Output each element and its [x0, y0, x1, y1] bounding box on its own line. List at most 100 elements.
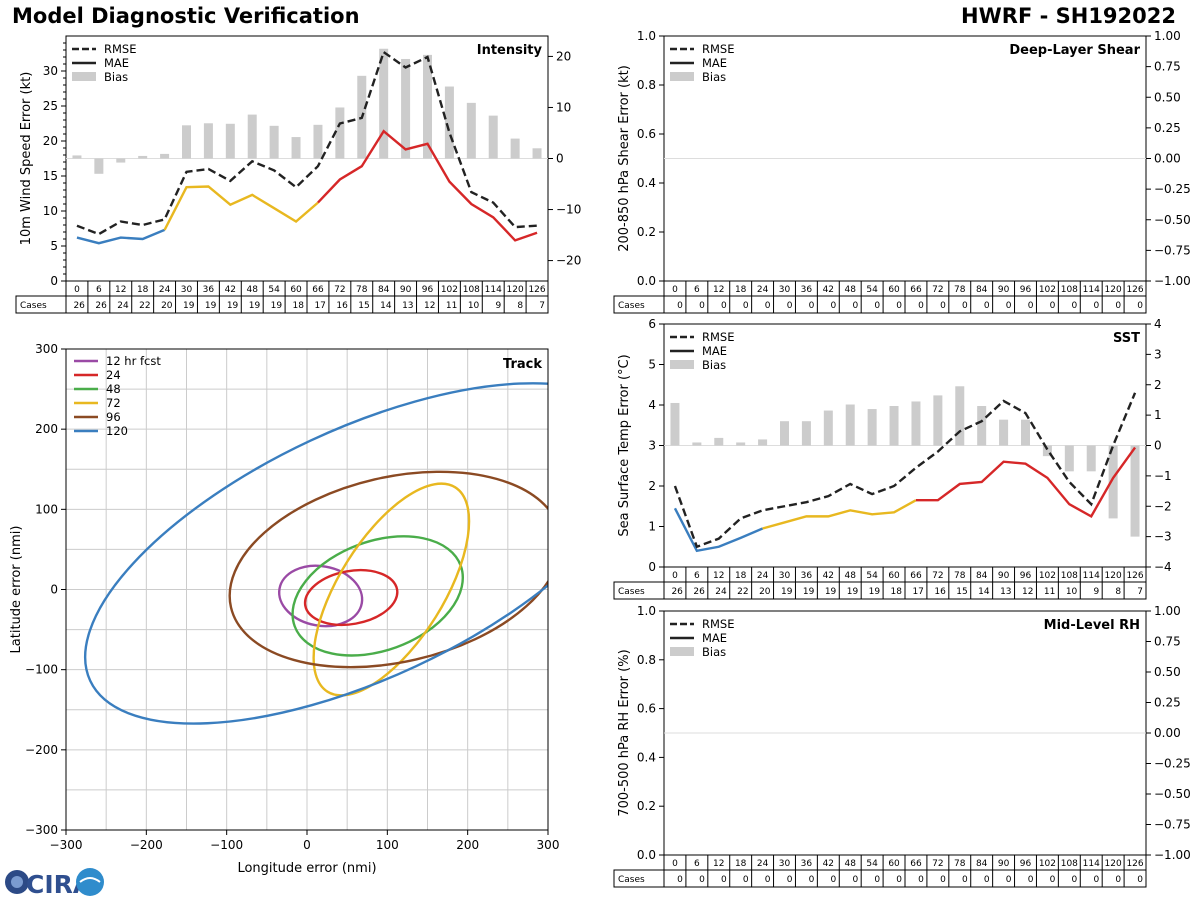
- intensity-bias-bar: [203, 123, 213, 159]
- sst-bias-bar: [780, 421, 789, 446]
- sst-hour-label: 120: [1105, 571, 1122, 581]
- intensity-case-count: 20: [161, 301, 173, 311]
- logo-wave-icon: [79, 877, 101, 883]
- rh-hour-label: 30: [779, 859, 791, 869]
- shear-case-count: 0: [699, 301, 705, 311]
- intensity-case-count: 14: [380, 301, 392, 311]
- shear-ytick-label: 0.2: [637, 225, 656, 239]
- shear-hour-label: 72: [932, 285, 943, 295]
- sst-bias-bar: [1021, 419, 1030, 446]
- intensity-hour-label: 30: [181, 285, 193, 295]
- rh-legend-mae-label: MAE: [702, 631, 727, 645]
- sst-case-count: 13: [1000, 587, 1011, 597]
- shear-case-count: 0: [765, 301, 771, 311]
- sst-y2tick-label: 1: [1154, 408, 1162, 422]
- intensity-bias-bar: [72, 155, 82, 159]
- rh-case-count: 0: [918, 875, 924, 885]
- shear-case-count: 0: [721, 301, 727, 311]
- sst-ytick-label: 0: [648, 560, 656, 574]
- rh-hour-label: 84: [976, 859, 988, 869]
- shear-ytick-label: 0.0: [637, 274, 656, 288]
- rh-hour-label: 18: [735, 859, 747, 869]
- track-ytick-label: 200: [35, 422, 58, 436]
- intensity-legend-mae-label: MAE: [104, 56, 129, 70]
- track-legend-label: 24: [106, 368, 121, 382]
- intensity-mae-line-late: [317, 129, 538, 242]
- intensity-hour-label: 78: [356, 285, 368, 295]
- sst-bias-bar: [1064, 445, 1074, 472]
- shear-case-count: 0: [962, 301, 968, 311]
- sst-legend-bias-label: Bias: [702, 358, 726, 372]
- rh-case-count: 0: [896, 875, 902, 885]
- track-xtick-label: 100: [376, 838, 399, 852]
- rh-ytick-label: 1.0: [637, 604, 656, 618]
- sst-bias-bar: [955, 386, 965, 446]
- shear-hour-label: 114: [1083, 285, 1100, 295]
- intensity-hour-label: 66: [312, 285, 324, 295]
- rh-hour-label: 120: [1105, 859, 1122, 869]
- rh-case-count: 0: [1115, 875, 1121, 885]
- rh-case-count: 0: [852, 875, 858, 885]
- intensity-hour-label: 102: [441, 285, 458, 295]
- track-ellipses-group: [83, 382, 548, 725]
- intensity-bias-bar: [247, 114, 257, 159]
- sst-legend-mae-label: MAE: [702, 344, 727, 358]
- rh-hour-label: 24: [757, 859, 769, 869]
- intensity-hour-label: 126: [528, 285, 545, 295]
- model-id: HWRF - SH192022: [961, 4, 1176, 28]
- shear-hour-label: 6: [694, 285, 700, 295]
- sst-bias-bar: [1042, 445, 1052, 457]
- rh-hour-label: 96: [1020, 859, 1032, 869]
- rh-cases-label-cell: [613, 869, 665, 888]
- rh-y2tick-label: −0.50: [1154, 787, 1191, 801]
- rh-y2tick-label: 1.00: [1154, 604, 1181, 618]
- sst-title: SST: [1113, 331, 1140, 346]
- shear-y2tick-label: −0.50: [1154, 213, 1191, 227]
- intensity-title: Intensity: [477, 43, 543, 58]
- intensity-y2tick-label: −20: [556, 254, 581, 268]
- sst-hour-label: 24: [757, 571, 769, 581]
- rh-hour-label: 12: [713, 859, 724, 869]
- sst-hour-label: 42: [823, 571, 834, 581]
- sst-case-count: 9: [1093, 587, 1099, 597]
- shear-case-count: 0: [852, 301, 858, 311]
- rh-case-count: 0: [940, 875, 946, 885]
- track-legend-label: 120: [106, 424, 128, 438]
- intensity-hour-label: 24: [159, 285, 171, 295]
- intensity-case-count: 15: [358, 301, 369, 311]
- rh-hour-label: 0: [672, 859, 678, 869]
- intensity-case-count: 10: [468, 301, 480, 311]
- track-ytick-label: −200: [25, 743, 58, 757]
- sst-hour-label: 126: [1126, 571, 1143, 581]
- intensity-hour-label: 0: [74, 285, 80, 295]
- shear-case-count: 0: [1093, 301, 1099, 311]
- rh-hour-label: 72: [932, 859, 943, 869]
- intensity-case-count: 17: [314, 301, 325, 311]
- sst-ytick-label: 4: [648, 398, 656, 412]
- rh-hour-label: 66: [910, 859, 922, 869]
- intensity-hour-label: 18: [137, 285, 149, 295]
- sst-case-count: 19: [825, 587, 837, 597]
- sst-hour-label: 108: [1061, 571, 1078, 581]
- intensity-hour-label: 90: [400, 285, 412, 295]
- sst-hour-label: 60: [888, 571, 900, 581]
- shear-hour-label: 96: [1020, 285, 1032, 295]
- shear-case-count: 0: [1006, 301, 1012, 311]
- sst-bias-bar: [1108, 445, 1118, 519]
- intensity-bias-bar: [444, 86, 454, 159]
- shear-case-count: 0: [809, 301, 815, 311]
- sst-bias-bar: [1130, 445, 1140, 537]
- shear-case-count: 0: [874, 301, 880, 311]
- sst-hour-label: 96: [1020, 571, 1032, 581]
- rh-ytick-label: 0.4: [637, 750, 656, 764]
- sst-hour-label: 54: [866, 571, 878, 581]
- sst-ytick-label: 3: [648, 439, 656, 453]
- shear-ytick-label: 0.4: [637, 176, 656, 190]
- sst-mae-line-late: [915, 446, 1137, 518]
- intensity-hour-label: 72: [334, 285, 345, 295]
- intensity-bias-bar: [160, 153, 170, 159]
- rh-case-count: 0: [677, 875, 683, 885]
- track-legend-label: 72: [106, 396, 121, 410]
- track-ylabel: Latitude error (nmi): [9, 526, 24, 654]
